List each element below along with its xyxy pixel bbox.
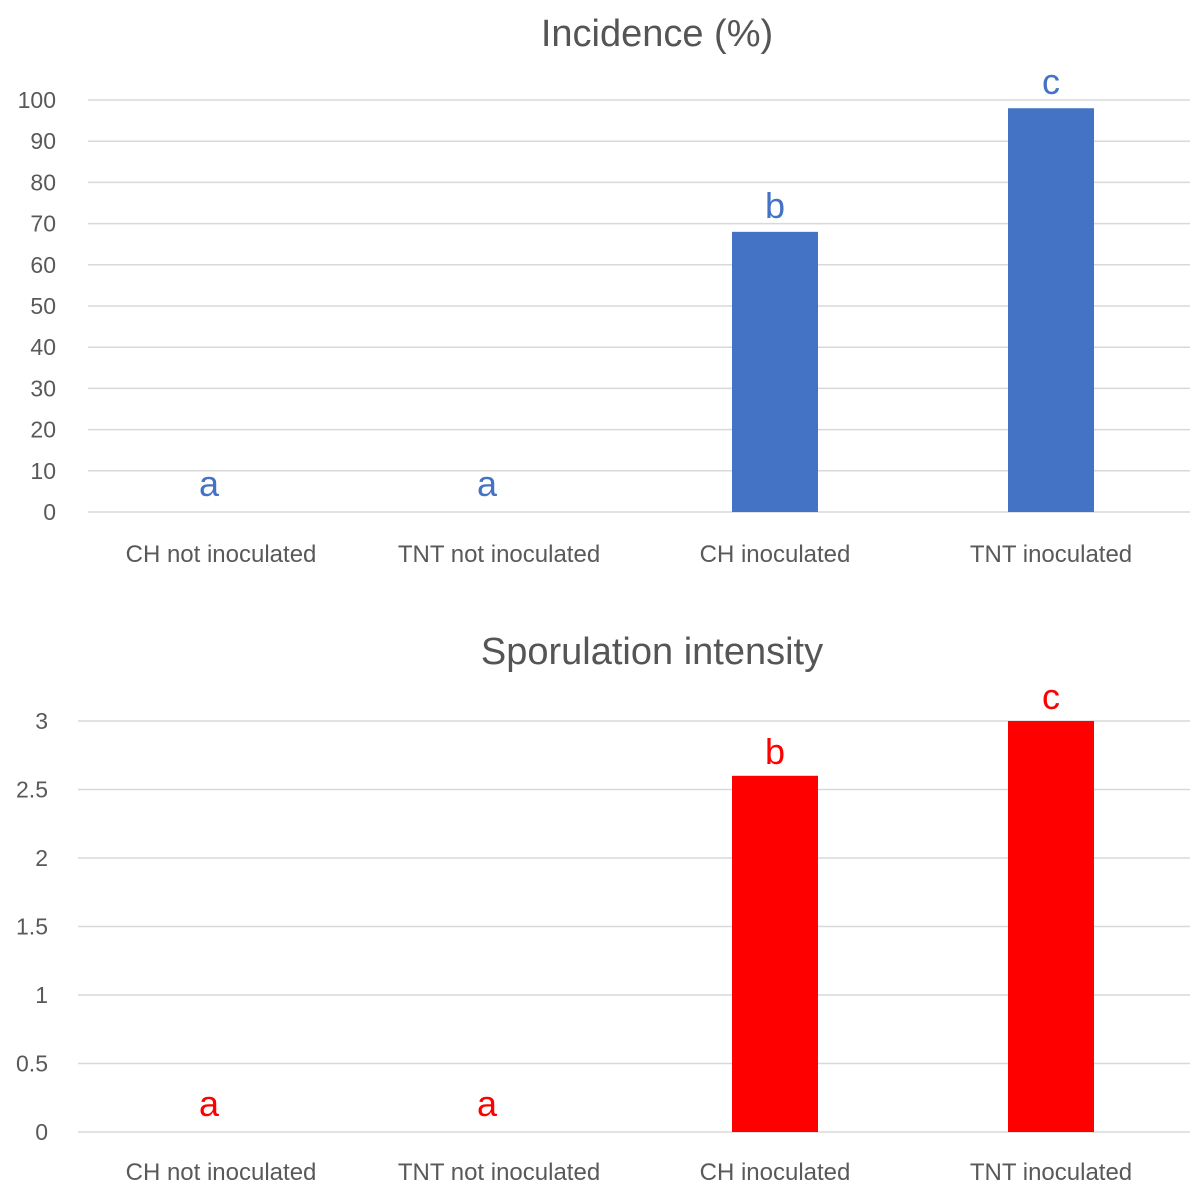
y-tick-label: 0.5: [16, 1051, 48, 1077]
data-label: a: [199, 463, 220, 504]
y-tick-label: 30: [30, 375, 56, 401]
data-label: c: [1042, 61, 1060, 102]
y-tick-label: 100: [18, 87, 56, 113]
chart-title: Sporulation intensity: [481, 631, 823, 673]
data-label: a: [477, 463, 498, 504]
sporulation-chart: Sporulation intensity 0 0.5 1 1.5 2 2.5 3 a CH no…: [16, 631, 1190, 1186]
y-tick-label: 1: [35, 982, 48, 1008]
chart-title: Incidence (%): [541, 13, 773, 55]
bar: [1008, 721, 1094, 1132]
category-label: CH not inoculated: [126, 1159, 317, 1186]
category-label: TNT not inoculated: [398, 541, 600, 568]
y-tick-label: 90: [30, 128, 56, 154]
y-tick-label: 2: [35, 845, 48, 871]
y-tick-label: 0: [43, 499, 56, 525]
category-label: CH inoculated: [700, 1159, 851, 1186]
data-label: b: [765, 185, 785, 226]
category-label: CH not inoculated: [126, 541, 317, 568]
y-tick-label: 10: [30, 458, 56, 484]
data-label: b: [765, 731, 785, 772]
y-tick-label: 2.5: [16, 777, 48, 803]
y-tick-label: 80: [30, 169, 56, 195]
incidence-chart: Incidence (%) 0 10 20 30 40 50 60 70 80 90 100 a CH n…: [18, 13, 1190, 568]
bar: [732, 775, 818, 1132]
bar: [1008, 108, 1094, 513]
y-tick-label: 40: [30, 334, 56, 360]
y-tick-label: 1.5: [16, 914, 48, 940]
y-tick-label: 3: [35, 708, 48, 734]
category-label: TNT inoculated: [970, 1159, 1132, 1186]
data-label: a: [199, 1083, 220, 1124]
y-tick-label: 60: [30, 252, 56, 278]
y-tick-label: 50: [30, 293, 56, 319]
y-tick-label: 20: [30, 417, 56, 443]
data-label: a: [477, 1083, 498, 1124]
category-label: TNT not inoculated: [398, 1159, 600, 1186]
bar: [732, 231, 818, 512]
y-tick-label: 0: [35, 1119, 48, 1145]
category-label: TNT inoculated: [970, 541, 1132, 568]
category-label: CH inoculated: [700, 541, 851, 568]
y-tick-label: 70: [30, 211, 56, 237]
data-label: c: [1042, 676, 1060, 717]
